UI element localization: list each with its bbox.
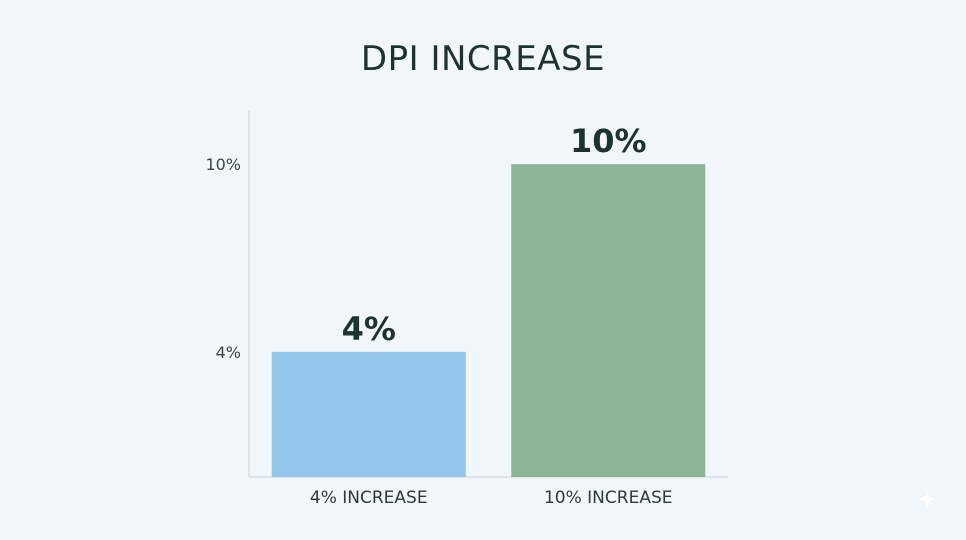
- y-tick-label: 10%: [205, 155, 241, 174]
- bars-layer: [271, 164, 706, 477]
- labels-layer: 4% 10% 4% 4% INCREASE 10% 10% INCREASE: [205, 122, 672, 508]
- x-category-label: 4% INCREASE: [310, 488, 428, 508]
- sparkle-icon: [917, 489, 937, 509]
- bar: [271, 351, 466, 477]
- chart-title: DPI INCREASE: [361, 39, 605, 79]
- x-category-label: 10% INCREASE: [544, 488, 673, 508]
- data-label: 10%: [570, 122, 647, 160]
- data-label: 4%: [342, 310, 396, 348]
- bar: [511, 164, 706, 477]
- y-tick-label: 4%: [216, 343, 241, 362]
